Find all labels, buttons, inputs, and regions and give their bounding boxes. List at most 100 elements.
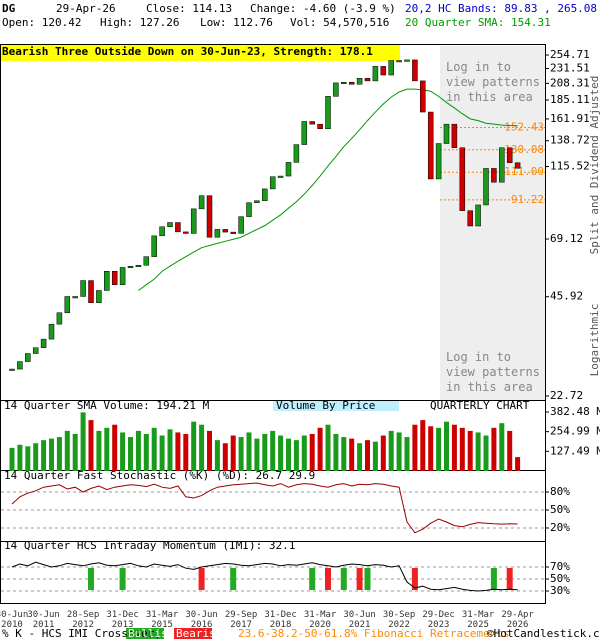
volume-bar [372,441,378,471]
candle [285,162,292,177]
candle [475,204,481,227]
banner: Bearish Three Outside Down on 30-Jun-23,… [2,45,373,58]
volume-bar [467,430,473,471]
candle [341,81,347,84]
candle [293,144,300,163]
candle [427,111,434,180]
volume-bar [262,433,268,471]
volume-bar [357,443,363,471]
volume-bar [404,437,410,471]
candle [412,59,418,82]
candle [380,66,387,76]
vbp-label-bg [273,401,399,411]
candle [348,81,355,85]
volume-bar [159,435,165,471]
y-tick-label: 208.31 [550,76,590,89]
volume-bar [246,432,252,471]
candle [388,60,394,76]
candle [9,368,15,371]
volume-bar [293,440,299,471]
footer-legend: % K - HCS IMI Crossover, [2,627,161,640]
candle [404,59,410,62]
candle [17,361,23,370]
volume-bar [151,427,157,471]
volume-bar [388,430,394,471]
x-tick-label: 30-Jun 2011 [27,610,60,630]
imi-title: 14 Quarter HCS Intraday Momentum (IMI): … [4,539,295,552]
volume-bar [475,432,481,471]
footer-bearish: Bearish [176,627,222,640]
volume-bar [41,440,47,471]
volume-bar [349,438,355,471]
candle [183,231,189,234]
candle [309,121,315,125]
candle [317,123,323,130]
x-tick-label: 31-Dec 2013 [106,610,139,630]
candle [230,231,236,234]
x-tick-label: 30-Jun 2021 [343,610,376,630]
x-tick-label: 30-Jun 2016 [185,610,218,630]
x-tick-label: 31-Dec 2018 [264,610,297,630]
banner-bg [0,44,400,61]
volume-bar [341,437,347,471]
candle [301,121,308,145]
candle [222,229,229,233]
volume-bar [230,435,236,471]
candle [206,195,213,238]
side-label: Logarithmic [588,304,600,377]
y-tick-label: 30% [550,584,570,597]
footer-fibonacci: 23.6-38.2-50-61.8% Fibonacci Retracement… [238,627,510,640]
candle [72,296,78,299]
candle [25,353,31,362]
volume-bar [112,424,118,471]
candle [96,290,102,303]
candle [459,147,466,211]
bullish-crossover [230,568,237,590]
footer-bullish: Bullish [128,627,174,640]
candle [40,338,47,348]
volume-bar [120,432,126,471]
volume-bar [396,432,402,471]
locked-note: Log in to view patterns in this area [446,350,540,394]
volume-bar [317,427,323,471]
locked-area [440,46,545,400]
candle [262,188,268,201]
volume-bar [199,424,205,471]
volume-bar [143,433,149,471]
y-tick-label: 138.72 [550,134,590,147]
volume-bar [17,444,23,471]
candle [254,200,260,203]
candle [451,123,458,148]
volume-bar [222,443,228,471]
candle [127,265,134,268]
bullish-bg [126,628,164,639]
vbp-label: Volume By Price [276,399,375,412]
y-tick-label: 115.52 [550,160,590,173]
y-tick-label: 50% [550,572,570,585]
candle [372,66,379,82]
volume-bar [56,437,62,471]
volume-bar [420,420,426,471]
bullish-crossover [340,568,347,590]
x-tick-label: 31-Mar 2020 [303,610,337,630]
volume-bar [365,440,370,471]
y-tick-label: 382.48 M [550,405,600,418]
bearish-crossover [325,568,331,590]
date: 29-Apr-26 [56,2,116,15]
candle [151,235,157,257]
candle [396,60,402,63]
locked-note: Log in to view patterns in this area [446,60,540,104]
candle [467,210,473,227]
fib-label: 130.08 [504,143,544,156]
volume-bar [444,421,449,471]
bearish-crossover [411,568,418,590]
candle [269,176,276,190]
volume-bar [88,420,94,471]
candle [214,229,221,238]
candle [198,195,205,210]
bullish-crossover [88,568,94,590]
volume-bar [451,424,457,471]
candle [88,280,94,303]
candle [80,280,86,297]
